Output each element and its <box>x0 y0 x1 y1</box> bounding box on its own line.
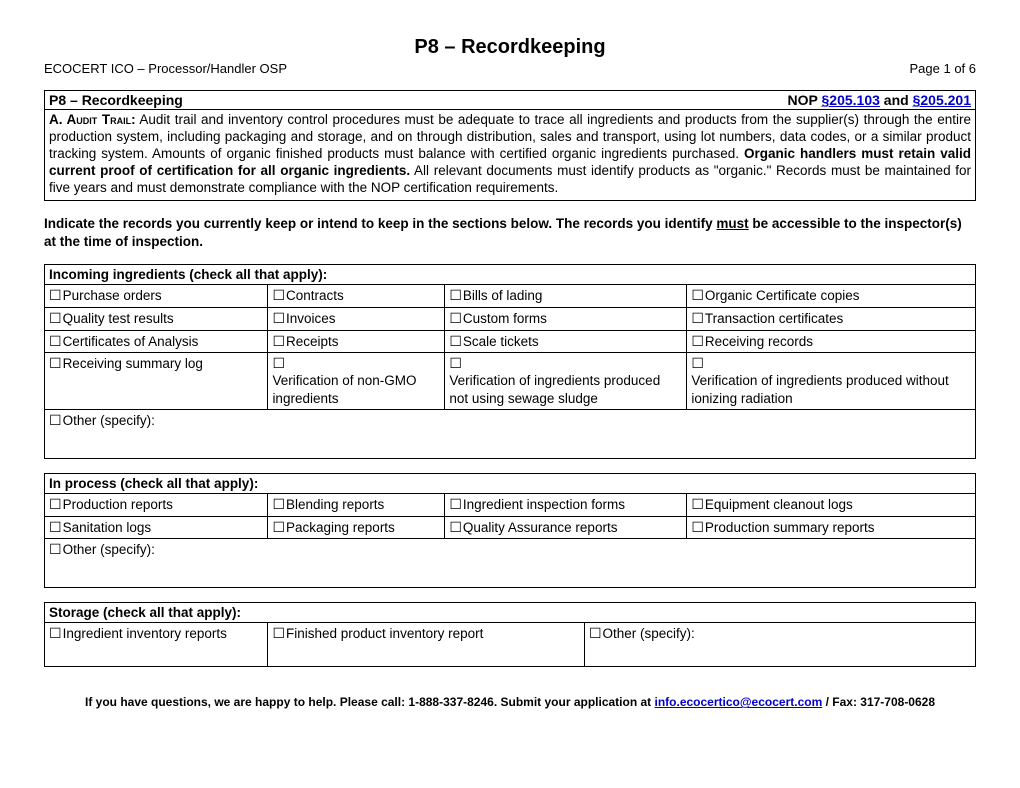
incoming-0-3: Organic Certificate copies <box>705 287 860 305</box>
checkbox-icon[interactable]: ☐ <box>49 355 62 371</box>
checkbox-icon[interactable]: ☐ <box>272 310 285 326</box>
storage-0-2: Other (specify): <box>603 625 695 643</box>
instructions: Indicate the records you currently keep … <box>44 215 976 250</box>
incoming-0-0: Purchase orders <box>63 287 162 305</box>
inprocess-0-0: Production reports <box>63 496 173 514</box>
checkbox-icon[interactable]: ☐ <box>272 496 285 512</box>
incoming-1-2: Custom forms <box>463 310 547 328</box>
inprocess-0-1: Blending reports <box>286 496 384 514</box>
checkbox-icon[interactable]: ☐ <box>449 355 462 371</box>
incoming-2-3: Receiving records <box>705 333 813 351</box>
incoming-other: Other (specify): <box>63 412 155 430</box>
storage-0-1: Finished product inventory report <box>286 625 483 643</box>
ref-prefix: NOP <box>788 92 822 108</box>
checkbox-icon[interactable]: ☐ <box>449 333 462 349</box>
incoming-0-2: Bills of lading <box>463 287 543 305</box>
checkbox-icon[interactable]: ☐ <box>49 333 62 349</box>
inprocess-1-3: Production summary reports <box>705 519 875 537</box>
checkbox-icon[interactable]: ☐ <box>449 310 462 326</box>
incoming-2-0: Certificates of Analysis <box>63 333 199 351</box>
incoming-1-1: Invoices <box>286 310 336 328</box>
checkbox-icon[interactable]: ☐ <box>449 519 462 535</box>
checkbox-icon[interactable]: ☐ <box>691 496 704 512</box>
storage-table: Storage (check all that apply): ☐Ingredi… <box>44 602 976 667</box>
checkbox-icon[interactable]: ☐ <box>49 541 62 557</box>
page-title: P8 – Recordkeeping <box>44 36 976 59</box>
checkbox-icon[interactable]: ☐ <box>272 625 285 641</box>
ref-left: P8 – Recordkeeping <box>49 92 183 108</box>
reference-row: P8 – Recordkeeping NOP §205.103 and §205… <box>44 90 976 109</box>
checkbox-icon[interactable]: ☐ <box>691 355 704 371</box>
instruct-underline: must <box>716 216 748 231</box>
checkbox-icon[interactable]: ☐ <box>272 287 285 303</box>
checkbox-icon[interactable]: ☐ <box>272 519 285 535</box>
ref-mid: and <box>880 92 913 108</box>
header-right: Page 1 of 6 <box>910 61 977 76</box>
checkbox-icon[interactable]: ☐ <box>691 333 704 349</box>
incoming-3-2: Verification of ingredients produced not… <box>449 372 682 407</box>
inprocess-1-0: Sanitation logs <box>63 519 152 537</box>
instruct-a: Indicate the records you currently keep … <box>44 216 716 231</box>
incoming-heading: Incoming ingredients (check all that app… <box>45 265 976 285</box>
checkbox-icon[interactable]: ☐ <box>49 412 62 428</box>
audit-trail-box: A. Audit Trail: Audit trail and inventor… <box>44 109 976 201</box>
inprocess-0-2: Ingredient inspection forms <box>463 496 625 514</box>
header-row: ECOCERT ICO – Processor/Handler OSP Page… <box>44 61 976 76</box>
checkbox-icon[interactable]: ☐ <box>49 519 62 535</box>
inprocess-other: Other (specify): <box>63 541 155 559</box>
ref-right: NOP §205.103 and §205.201 <box>788 92 971 108</box>
inprocess-1-1: Packaging reports <box>286 519 395 537</box>
audit-lead: A. Audit Trail: <box>49 112 136 127</box>
checkbox-icon[interactable]: ☐ <box>449 287 462 303</box>
checkbox-icon[interactable]: ☐ <box>691 287 704 303</box>
footer-text-a: If you have questions, we are happy to h… <box>85 695 655 709</box>
checkbox-icon[interactable]: ☐ <box>589 625 602 641</box>
inprocess-table: In process (check all that apply): ☐Prod… <box>44 473 976 588</box>
checkbox-icon[interactable]: ☐ <box>691 519 704 535</box>
inprocess-heading: In process (check all that apply): <box>45 474 976 494</box>
inprocess-1-2: Quality Assurance reports <box>463 519 618 537</box>
incoming-2-2: Scale tickets <box>463 333 539 351</box>
storage-0-0: Ingredient inventory reports <box>63 625 227 643</box>
incoming-2-1: Receipts <box>286 333 339 351</box>
checkbox-icon[interactable]: ☐ <box>49 625 62 641</box>
page-footer: If you have questions, we are happy to h… <box>44 695 976 709</box>
incoming-0-1: Contracts <box>286 287 344 305</box>
header-left: ECOCERT ICO – Processor/Handler OSP <box>44 61 287 76</box>
checkbox-icon[interactable]: ☐ <box>49 287 62 303</box>
checkbox-icon[interactable]: ☐ <box>49 496 62 512</box>
incoming-table: Incoming ingredients (check all that app… <box>44 264 976 459</box>
checkbox-icon[interactable]: ☐ <box>272 333 285 349</box>
incoming-3-3: Verification of ingredients produced wit… <box>691 372 971 407</box>
incoming-1-0: Quality test results <box>63 310 174 328</box>
nop-link-2[interactable]: §205.201 <box>913 92 971 108</box>
incoming-1-3: Transaction certificates <box>705 310 843 328</box>
footer-text-b: / Fax: 317-708-0628 <box>822 695 935 709</box>
storage-heading: Storage (check all that apply): <box>45 603 976 623</box>
checkbox-icon[interactable]: ☐ <box>49 310 62 326</box>
checkbox-icon[interactable]: ☐ <box>691 310 704 326</box>
checkbox-icon[interactable]: ☐ <box>449 496 462 512</box>
footer-email-link[interactable]: info.ecocertico@ecocert.com <box>655 695 823 709</box>
incoming-3-1: Verification of non-GMO ingredients <box>272 372 440 407</box>
inprocess-0-3: Equipment cleanout logs <box>705 496 853 514</box>
checkbox-icon[interactable]: ☐ <box>272 355 285 371</box>
incoming-3-0: Receiving summary log <box>63 355 203 373</box>
nop-link-1[interactable]: §205.103 <box>822 92 880 108</box>
